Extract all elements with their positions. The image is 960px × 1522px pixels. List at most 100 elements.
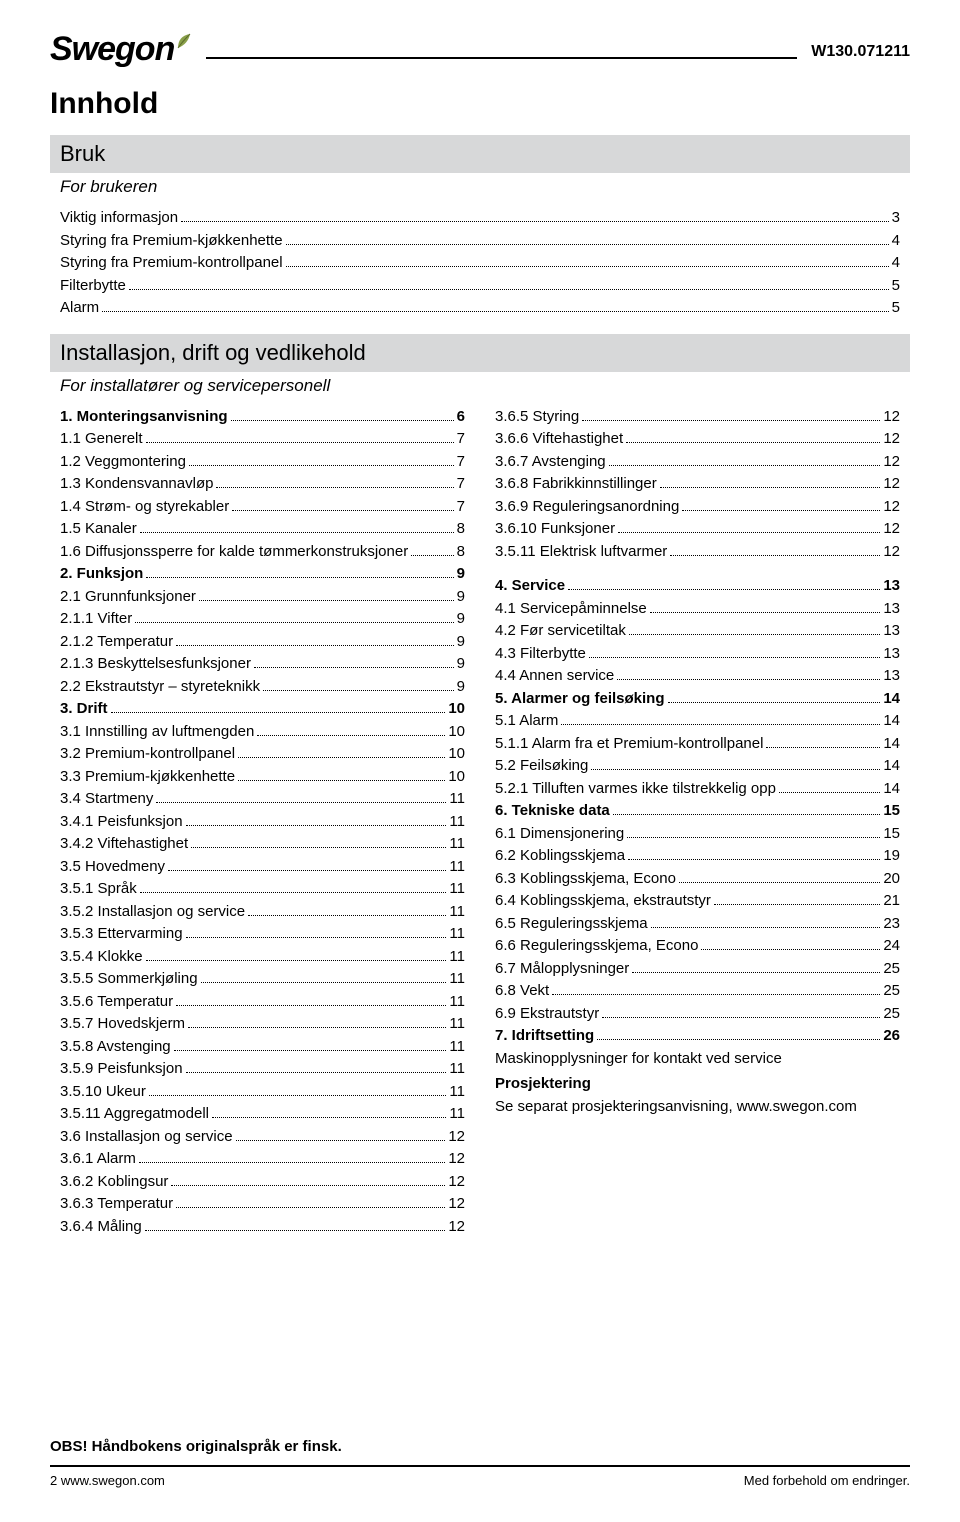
- toc-label: 3.5.2 Installasjon og service: [60, 901, 245, 924]
- toc-page: 11: [449, 946, 465, 969]
- toc-label: 5. Alarmer og feilsøking: [495, 688, 665, 711]
- toc-row: 1.5 Kanaler8: [60, 518, 465, 541]
- toc-row: 3.5.10 Ukeur11: [60, 1081, 465, 1104]
- toc-page: 13: [883, 665, 900, 688]
- toc-page: 11: [449, 856, 465, 879]
- toc-page: 24: [883, 935, 900, 958]
- toc-label: 3.6.5 Styring: [495, 406, 579, 429]
- toc-leader-dots: [766, 747, 880, 748]
- toc-label: Viktig informasjon: [60, 207, 178, 230]
- toc-label: 3.6.10 Funksjoner: [495, 518, 615, 541]
- toc-leader-dots: [668, 702, 881, 703]
- toc-label: 2.1.2 Temperatur: [60, 631, 173, 654]
- toc-page: 13: [883, 575, 900, 598]
- toc-label: 3.5.11 Aggregatmodell: [60, 1103, 209, 1126]
- toc-row: 4.1 Servicepåminnelse13: [495, 598, 900, 621]
- toc-page: 21: [883, 890, 900, 913]
- toc-label: 3. Drift: [60, 698, 108, 721]
- toc-page: 15: [883, 800, 900, 823]
- toc-label: 6.9 Ekstrautstyr: [495, 1003, 599, 1026]
- toc-page: 9: [457, 586, 465, 609]
- toc-page: 14: [883, 710, 900, 733]
- toc-page: 10: [448, 766, 465, 789]
- toc-leader-dots: [670, 555, 880, 556]
- toc-leader-dots: [613, 814, 881, 815]
- toc-label: 3.6.1 Alarm: [60, 1148, 136, 1171]
- toc-row: 5. Alarmer og feilsøking14: [495, 688, 900, 711]
- toc-row: 3. Drift 10: [60, 698, 465, 721]
- toc-label: 4. Service: [495, 575, 565, 598]
- toc-leader-dots: [129, 289, 889, 290]
- toc-label: 3.6.2 Koblingsur: [60, 1171, 168, 1194]
- toc-row: 1.4 Strøm- og styrekabler7: [60, 496, 465, 519]
- toc-page: 11: [449, 811, 465, 834]
- toc-page: 23: [883, 913, 900, 936]
- toc-leader-dots: [617, 679, 880, 680]
- toc-label: 4.4 Annen service: [495, 665, 614, 688]
- toc-label: 1. Monteringsanvisning: [60, 406, 228, 429]
- page-title: Innhold: [50, 87, 910, 121]
- toc-leader-dots: [171, 1185, 445, 1186]
- toc-leader-dots: [174, 1050, 447, 1051]
- toc-label: 3.6.3 Temperatur: [60, 1193, 173, 1216]
- toc-row: 2.1.3 Beskyttelsesfunksjoner9: [60, 653, 465, 676]
- toc-page: 13: [883, 620, 900, 643]
- toc-leader-dots: [650, 612, 881, 613]
- toc-left-column: 1. Monteringsanvisning61.1 Generelt71.2 …: [60, 406, 465, 1239]
- toc-label: 6.1 Dimensjonering: [495, 823, 624, 846]
- toc-row: 6.1 Dimensjonering 15: [495, 823, 900, 846]
- toc-page: 11: [449, 1036, 465, 1059]
- toc-page: 7: [457, 451, 465, 474]
- toc-row: 6.8 Vekt 25: [495, 980, 900, 1003]
- toc-label: 4.1 Servicepåminnelse: [495, 598, 647, 621]
- header: Swegon W130.071211: [50, 30, 910, 69]
- toc-leader-dots: [286, 266, 889, 267]
- toc-page: 9: [457, 653, 465, 676]
- toc-label: 3.5.1 Språk: [60, 878, 137, 901]
- toc-right-column: 3.6.5 Styring123.6.6 Viftehastighet123.6…: [495, 406, 900, 1239]
- toc-row: 3.2 Premium-kontrollpanel10: [60, 743, 465, 766]
- toc-leader-dots: [597, 1039, 880, 1040]
- toc-label: 1.2 Veggmontering: [60, 451, 186, 474]
- toc-row: 2.1.1 Vifter9: [60, 608, 465, 631]
- toc-label: Alarm: [60, 297, 99, 320]
- doc-code: W130.071211: [811, 43, 910, 61]
- toc-row: Viktig informasjon3: [60, 207, 900, 230]
- toc-row: 5.1.1 Alarm fra et Premium-kontrollpanel…: [495, 733, 900, 756]
- toc-leader-dots: [238, 757, 445, 758]
- toc-label: 2.1 Grunnfunksjoner: [60, 586, 196, 609]
- toc-page: 9: [457, 631, 465, 654]
- toc-page: 25: [883, 980, 900, 1003]
- toc-columns: 1. Monteringsanvisning61.1 Generelt71.2 …: [50, 406, 910, 1239]
- footer-note: OBS! Håndbokens originalspråk er finsk.: [50, 1438, 910, 1467]
- toc-page: 12: [883, 518, 900, 541]
- toc-row: 5.1 Alarm14: [495, 710, 900, 733]
- toc-page: 11: [449, 1058, 465, 1081]
- toc-row: 3.5.9 Peisfunksjon11: [60, 1058, 465, 1081]
- toc-leader-dots: [632, 972, 880, 973]
- toc-row: 3.5.11 Elektrisk luftvarmer12: [495, 541, 900, 564]
- toc-label: 3.5.4 Klokke: [60, 946, 143, 969]
- toc-page: 11: [449, 1103, 465, 1126]
- toc-page: 10: [448, 698, 465, 721]
- toc-page: 4: [892, 230, 900, 253]
- toc-leader-dots: [231, 420, 454, 421]
- toc-label: 6.2 Koblingsskjema: [495, 845, 625, 868]
- trailing-line: Se separat prosjekteringsanvisning, www.…: [495, 1096, 900, 1119]
- toc-page: 14: [883, 733, 900, 756]
- toc-row: 4.3 Filterbytte13: [495, 643, 900, 666]
- toc-row: 1.3 Kondensvannavløp7: [60, 473, 465, 496]
- toc-row: 3.5.8 Avstenging11: [60, 1036, 465, 1059]
- toc-page: 9: [457, 676, 465, 699]
- toc-page: 15: [883, 823, 900, 846]
- toc-page: 25: [883, 1003, 900, 1026]
- toc-page: 10: [448, 721, 465, 744]
- toc-page: 5: [892, 297, 900, 320]
- toc-label: 6.8 Vekt: [495, 980, 549, 1003]
- toc-label: 6.4 Koblingsskjema, ekstrautstyr: [495, 890, 711, 913]
- toc-row: 6.2 Koblingsskjema19: [495, 845, 900, 868]
- toc-row: 3.6.5 Styring12: [495, 406, 900, 429]
- trailing-heading: Prosjektering: [495, 1072, 900, 1096]
- toc-label: 3.6 Installasjon og service: [60, 1126, 233, 1149]
- toc-label: Filterbytte: [60, 275, 126, 298]
